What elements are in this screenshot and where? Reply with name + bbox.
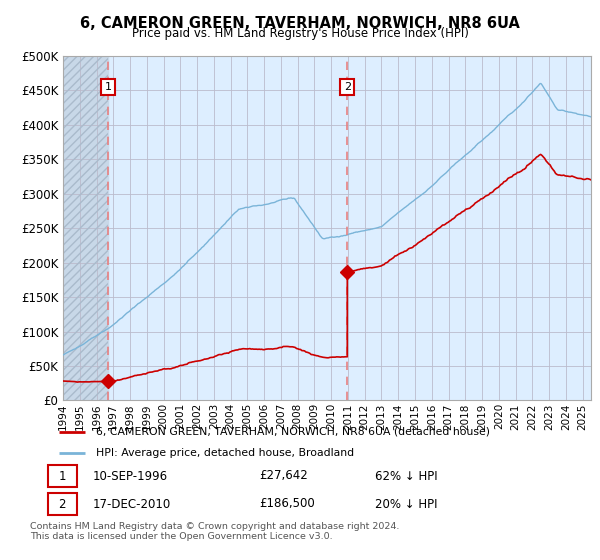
Bar — [63, 56, 108, 400]
Bar — [63, 56, 108, 400]
Text: £186,500: £186,500 — [259, 497, 315, 511]
Text: 2: 2 — [344, 82, 351, 92]
Text: 20% ↓ HPI: 20% ↓ HPI — [376, 497, 438, 511]
Text: 1: 1 — [59, 469, 66, 483]
Text: £27,642: £27,642 — [259, 469, 308, 483]
Text: HPI: Average price, detached house, Broadland: HPI: Average price, detached house, Broa… — [95, 448, 353, 458]
Text: 62% ↓ HPI: 62% ↓ HPI — [376, 469, 438, 483]
Text: 1: 1 — [105, 82, 112, 92]
Bar — [48, 493, 77, 515]
Text: Contains HM Land Registry data © Crown copyright and database right 2024.
This d: Contains HM Land Registry data © Crown c… — [30, 522, 400, 542]
Text: 10-SEP-1996: 10-SEP-1996 — [93, 469, 168, 483]
Text: 17-DEC-2010: 17-DEC-2010 — [93, 497, 171, 511]
Text: Price paid vs. HM Land Registry's House Price Index (HPI): Price paid vs. HM Land Registry's House … — [131, 27, 469, 40]
Text: 6, CAMERON GREEN, TAVERHAM, NORWICH, NR8 6UA (detached house): 6, CAMERON GREEN, TAVERHAM, NORWICH, NR8… — [95, 427, 490, 437]
Text: 2: 2 — [59, 497, 66, 511]
Bar — [48, 465, 77, 487]
Text: 6, CAMERON GREEN, TAVERHAM, NORWICH, NR8 6UA: 6, CAMERON GREEN, TAVERHAM, NORWICH, NR8… — [80, 16, 520, 31]
